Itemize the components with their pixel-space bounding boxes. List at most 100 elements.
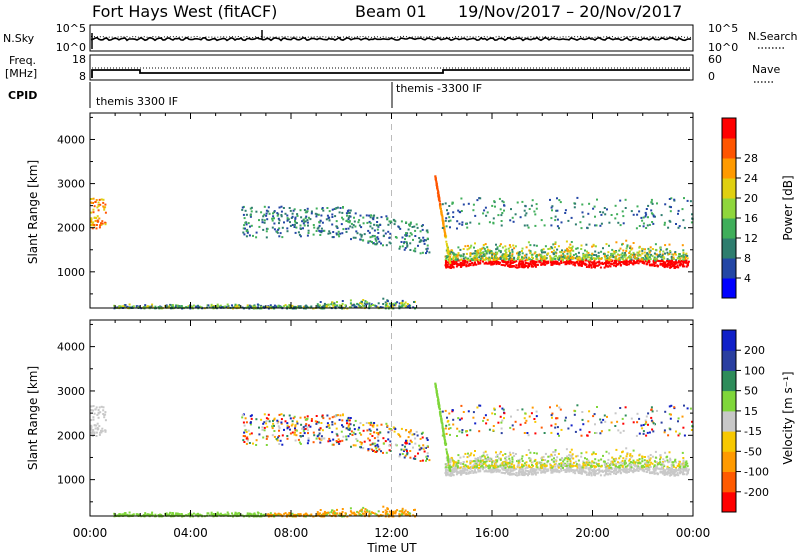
power-scatter-point — [620, 253, 623, 256]
velocity-scatter-point — [307, 432, 309, 435]
velocity-scatter-point — [651, 472, 654, 475]
velocity-scatter-point — [523, 417, 526, 420]
power-scatter-point — [453, 254, 455, 257]
velocity-scatter-point — [554, 450, 557, 453]
power-scatter-point — [358, 305, 361, 308]
power-scatter-point — [372, 218, 375, 221]
power-scatter-point — [440, 213, 443, 216]
velocity-scatter-point — [446, 469, 449, 472]
velocity-scatter-point — [263, 421, 266, 424]
power-scatter-point — [554, 241, 557, 244]
power-scatter-point — [518, 260, 521, 263]
power-scatter-point — [569, 255, 572, 258]
power-scatter-point — [474, 250, 477, 252]
velocity-scatter-point — [291, 423, 294, 426]
velocity-scatter-point — [336, 433, 339, 436]
power-scatter-point — [566, 249, 569, 252]
power-scatter-point — [331, 236, 334, 239]
velocity-scatter-point — [348, 427, 351, 430]
velocity-scatter-point — [289, 432, 292, 435]
velocity-scatter-point — [466, 456, 469, 459]
velocity-scatter-point — [335, 441, 338, 444]
power-scatter-point — [462, 253, 465, 256]
velocity-scatter-point — [471, 469, 474, 472]
velocity-scatter-point — [315, 415, 318, 417]
velocity-scatter-point — [572, 464, 575, 467]
velocity-scatter-point — [392, 426, 395, 429]
power-scatter-point — [273, 211, 276, 214]
velocity-scatter-point — [367, 437, 370, 440]
power-scatter-point — [387, 230, 390, 233]
freq-tick-top: 18 — [72, 53, 86, 66]
power-scatter-point — [591, 258, 593, 260]
velocity-scatter-point — [514, 453, 517, 455]
velocity-scatter-point — [457, 459, 460, 462]
power-scatter-point — [650, 198, 653, 201]
power-scatter-point — [246, 231, 249, 234]
power-scatter-point — [667, 262, 669, 265]
power-scatter-point — [446, 255, 449, 258]
power-scatter-point — [654, 261, 657, 264]
power-scatter-point — [656, 255, 659, 258]
power-scatter-point — [216, 303, 219, 306]
velocity-scatter-point — [517, 474, 520, 477]
power-scatter-point — [448, 258, 451, 261]
power-scatter-point — [210, 305, 213, 308]
power-scatter-point — [473, 257, 476, 260]
velocity-scatter-point — [580, 434, 583, 437]
velocity-scatter-point — [602, 454, 604, 457]
power-scatter-point — [634, 253, 637, 256]
velocity-scatter-point — [585, 473, 588, 476]
power-scatter-point — [679, 257, 682, 260]
velocity-scatter-point — [338, 418, 341, 421]
power-scatter-point — [266, 227, 269, 230]
power-scatter-point — [612, 262, 615, 265]
power-scatter-point — [596, 255, 599, 258]
power-scatter-point — [683, 197, 685, 200]
velocity-scatter-point — [481, 455, 484, 458]
velocity-scatter-point — [441, 424, 444, 427]
velocity-scatter-point — [667, 470, 669, 473]
power-scatter-point — [435, 180, 438, 183]
velocity-scatter-point — [465, 472, 468, 474]
power-scatter-point — [305, 215, 308, 218]
velocity-scatter-point — [414, 458, 417, 460]
power-scatter-point — [524, 259, 527, 262]
velocity-scatter-point — [444, 441, 447, 444]
power-scatter-point — [574, 202, 577, 205]
power-scatter-point — [146, 305, 149, 308]
velocity-scatter-point — [420, 432, 423, 435]
velocity-scatter-point — [644, 456, 646, 458]
velocity-scatter-point — [515, 471, 518, 474]
power-scatter-point — [663, 264, 666, 267]
power-scatter-point — [405, 234, 408, 237]
velocity-scatter-point — [585, 466, 588, 469]
power-scatter-point — [460, 261, 463, 264]
power-scatter-point — [504, 264, 507, 267]
power-scatter-point — [672, 258, 675, 261]
power-scatter-point — [677, 255, 680, 258]
velocity-scatter-point — [349, 423, 352, 426]
velocity-scatter-point — [469, 462, 472, 464]
velocity-scatter-point — [617, 466, 620, 469]
velocity-scatter-point — [554, 426, 557, 429]
velocity-scatter-point — [472, 464, 475, 467]
velocity-scatter-point — [509, 426, 512, 429]
power-scatter-point — [512, 220, 515, 223]
power-scatter-point — [610, 262, 612, 265]
power-scatter-point — [560, 257, 563, 260]
y-tick-label: 4000 — [57, 133, 85, 146]
power-scatter-point — [670, 206, 672, 209]
power-scatter-point — [350, 222, 353, 225]
power-scatter-point — [360, 235, 363, 238]
velocity-scatter-point — [474, 422, 477, 425]
power-scatter-point — [301, 220, 304, 223]
power-scatter-point — [291, 212, 294, 215]
power-scatter-point — [645, 208, 648, 210]
velocity-scatter-point — [551, 470, 554, 473]
velocity-scatter-point — [499, 450, 502, 453]
velocity-scatter-point — [638, 417, 641, 420]
power-scatter-point — [622, 249, 625, 252]
power-scatter-point — [671, 262, 674, 265]
velocity-scatter-point — [292, 417, 295, 420]
